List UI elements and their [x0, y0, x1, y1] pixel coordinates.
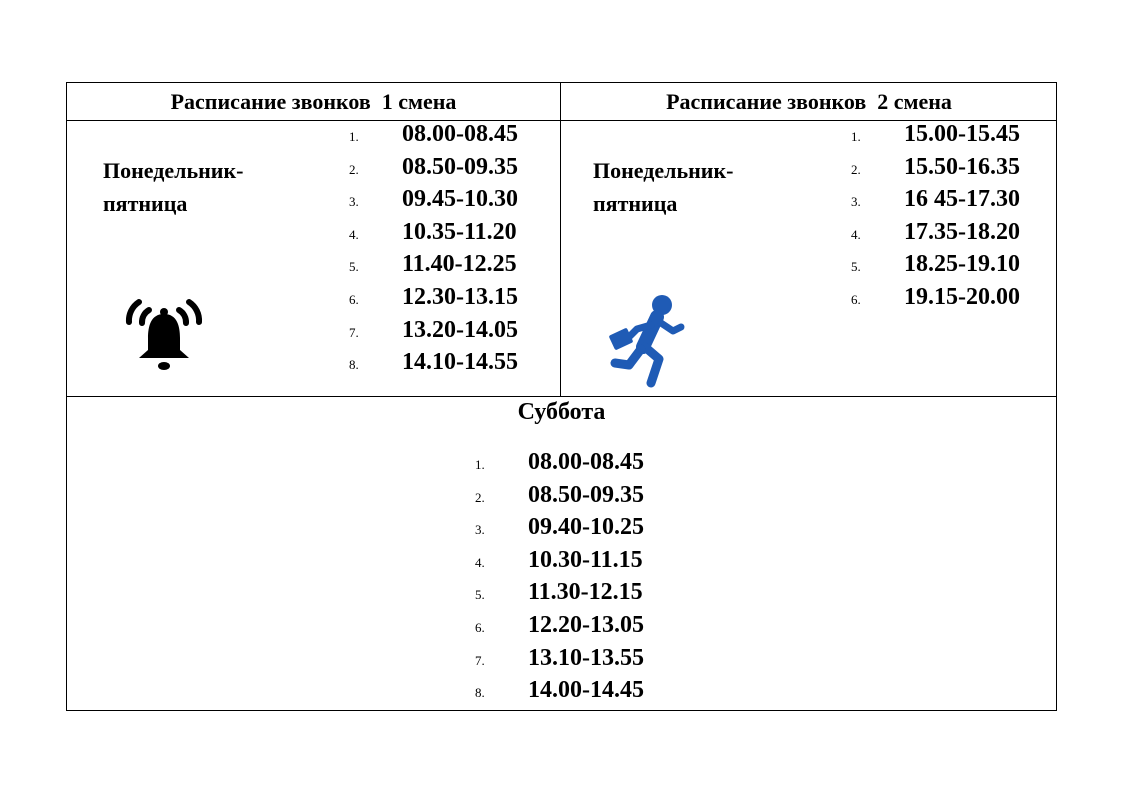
- bell-item: 1. 15.00-15.45: [851, 121, 1020, 154]
- bell-item: 6. 19.15-20.00: [851, 284, 1020, 317]
- bell-number: 8.: [349, 357, 359, 373]
- bell-item: 6. 12.30-13.15: [349, 284, 518, 317]
- column-divider: [560, 83, 561, 396]
- bell-time: 11.40-12.25: [402, 251, 517, 278]
- bell-item: 3. 09.40-10.25: [475, 514, 644, 547]
- header-divider: [67, 120, 1056, 121]
- saturday-title: Суббота: [517, 399, 606, 425]
- shift2-days-line2: пятница: [593, 191, 678, 216]
- shift2-days-line1: Понедельник-: [593, 158, 734, 183]
- bell-time: 18.25-19.10: [904, 251, 1020, 278]
- bell-time: 08.00-08.45: [528, 449, 644, 475]
- bell-time: 15.00-15.45: [904, 121, 1020, 147]
- bell-item: 7. 13.20-14.05: [349, 317, 518, 350]
- bell-time: 12.30-13.15: [402, 283, 518, 310]
- bell-item: 4. 10.35-11.20: [349, 219, 518, 252]
- bell-number: 1.: [475, 457, 485, 472]
- bell-number: 2.: [475, 489, 485, 505]
- bell-number: 6.: [475, 619, 485, 635]
- bell-number: 4.: [349, 226, 359, 242]
- bell-item: 1. 08.00-08.45: [349, 121, 518, 154]
- bell-item: 8. 14.00-14.45: [475, 677, 644, 710]
- bell-item: 4. 10.30-11.15: [475, 547, 644, 580]
- bell-number: 6.: [851, 291, 861, 307]
- bell-time: 09.40-10.25: [528, 514, 644, 541]
- bell-time: 09.45-10.30: [402, 186, 518, 213]
- bell-time: 16 45-17.30: [904, 186, 1020, 213]
- bell-time: 14.00-14.45: [528, 677, 644, 704]
- bell-number: 3.: [349, 194, 359, 210]
- bell-number: 6.: [349, 291, 359, 307]
- bell-time: 10.35-11.20: [402, 218, 517, 245]
- bell-number: 5.: [349, 259, 359, 275]
- shift2-days: Понедельник- пятница: [593, 154, 734, 220]
- bell-time: 10.30-11.15: [528, 546, 643, 573]
- bell-number: 1.: [349, 129, 359, 144]
- running-person-icon: [609, 295, 685, 388]
- bell-number: 1.: [851, 129, 861, 144]
- bell-time: 08.50-09.35: [528, 481, 644, 508]
- bell-item: 5. 11.40-12.25: [349, 251, 518, 284]
- bell-schedule-table: Расписание звонков 1 смена Расписание зв…: [66, 82, 1057, 711]
- bell-time: 08.50-09.35: [402, 153, 518, 180]
- bell-item: 3. 16 45-17.30: [851, 186, 1020, 219]
- bell-time: 13.20-14.05: [402, 316, 518, 343]
- bell-time: 08.00-08.45: [402, 121, 518, 147]
- bell-item: 6. 12.20-13.05: [475, 612, 644, 645]
- bell-item: 2. 15.50-16.35: [851, 154, 1020, 187]
- bell-icon: [125, 299, 203, 370]
- bell-number: 2.: [349, 161, 359, 177]
- saturday-bell-list: 1. 08.00-08.45 2. 08.50-09.35 3. 09.40-10.2…: [475, 449, 644, 710]
- bell-item: 2. 08.50-09.35: [349, 154, 518, 187]
- shift1-days-line1: Понедельник-: [103, 158, 244, 183]
- bell-number: 7.: [349, 324, 359, 340]
- bell-time: 13.10-13.55: [528, 644, 644, 671]
- bell-number: 8.: [475, 685, 485, 701]
- shift1-days: Понедельник- пятница: [103, 154, 244, 220]
- bell-item: 8. 14.10-14.55: [349, 349, 518, 382]
- bell-time: 14.10-14.55: [402, 349, 518, 376]
- section-divider: [67, 396, 1056, 397]
- bell-number: 5.: [475, 587, 485, 603]
- bell-time: 17.35-18.20: [904, 218, 1020, 245]
- shift2-bell-list: 1. 15.00-15.45 2. 15.50-16.35 3. 16 45-17.3…: [851, 121, 1020, 317]
- shift1-days-line2: пятница: [103, 191, 188, 216]
- bell-time: 15.50-16.35: [904, 153, 1020, 180]
- bell-item: 1. 08.00-08.45: [475, 449, 644, 482]
- shift1-bell-list: 1. 08.00-08.45 2. 08.50-09.35 3. 09.45-10.3…: [349, 121, 518, 382]
- bell-item: 7. 13.10-13.55: [475, 645, 644, 678]
- bell-item: 5. 18.25-19.10: [851, 251, 1020, 284]
- bell-number: 2.: [851, 161, 861, 177]
- bell-item: 4. 17.35-18.20: [851, 219, 1020, 252]
- shift2-title: Расписание звонков 2 смена: [666, 89, 952, 114]
- bell-number: 7.: [475, 652, 485, 668]
- bell-number: 5.: [851, 259, 861, 275]
- bell-time: 19.15-20.00: [904, 283, 1020, 310]
- shift1-title: Расписание звонков 1 смена: [170, 89, 457, 114]
- bell-item: 2. 08.50-09.35: [475, 482, 644, 515]
- bell-item: 3. 09.45-10.30: [349, 186, 518, 219]
- bell-number: 3.: [851, 194, 861, 210]
- bell-item: 5. 11.30-12.15: [475, 579, 644, 612]
- bell-time: 12.20-13.05: [528, 611, 644, 638]
- bell-time: 11.30-12.15: [528, 579, 643, 606]
- bell-number: 4.: [475, 554, 485, 570]
- bell-number: 4.: [851, 226, 861, 242]
- bell-number: 3.: [475, 522, 485, 538]
